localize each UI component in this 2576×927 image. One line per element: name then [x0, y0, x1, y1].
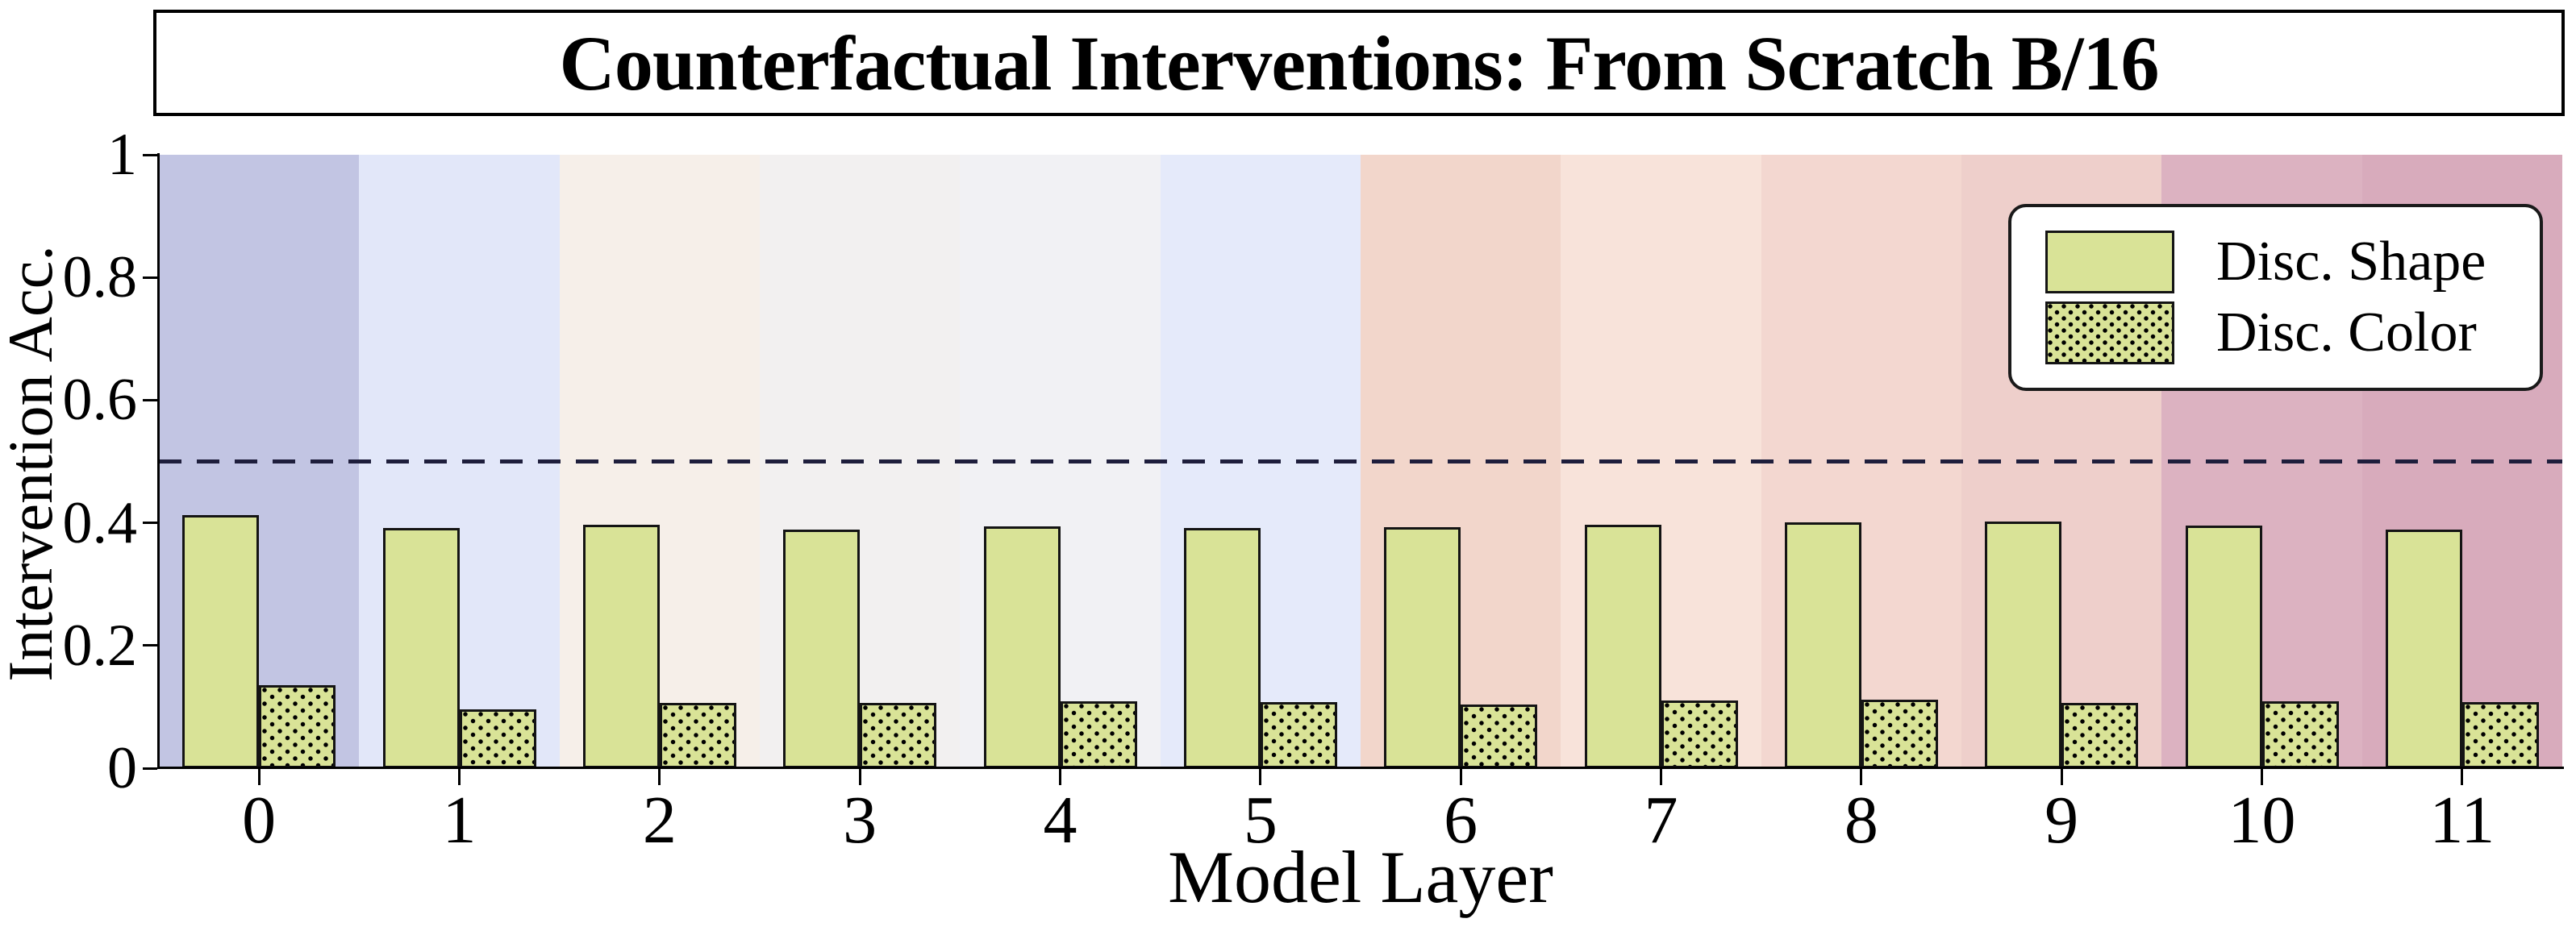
bar-color-layer-11 — [2461, 701, 2539, 768]
x-tick-label-5: 5 — [1243, 783, 1278, 858]
legend-label-shape: Disc. Shape — [2216, 231, 2486, 293]
plot-area — [159, 155, 2562, 768]
y-tick-label-1: 1 — [107, 122, 137, 188]
legend-swatch-dotted — [2045, 301, 2174, 364]
y-tick-label-0: 0 — [107, 735, 137, 801]
bar-color-layer-1 — [459, 709, 536, 768]
x-tick-label-3: 3 — [843, 783, 877, 858]
y-tick-label-0.6: 0.6 — [62, 367, 138, 434]
x-tick-mark-5 — [1259, 769, 1262, 785]
bar-shape-layer-2 — [582, 524, 660, 768]
y-tick-mark-0.4 — [143, 522, 157, 525]
x-tick-label-0: 0 — [242, 783, 277, 858]
x-tick-mark-10 — [2261, 769, 2263, 785]
bar-shape-layer-7 — [1584, 524, 1661, 768]
bar-color-layer-7 — [1661, 700, 1738, 768]
x-tick-label-2: 2 — [642, 783, 677, 858]
bar-color-layer-2 — [659, 702, 736, 768]
x-tick-mark-1 — [458, 769, 461, 785]
legend-entry-color: Disc. Color — [2045, 301, 2506, 365]
y-tick-label-0.2: 0.2 — [62, 612, 138, 679]
x-tick-label-4: 4 — [1043, 783, 1078, 858]
x-tick-mark-3 — [858, 769, 861, 785]
x-tick-label-7: 7 — [1644, 783, 1678, 858]
bar-color-layer-4 — [1060, 701, 1137, 768]
x-tick-label-1: 1 — [442, 783, 477, 858]
legend-label-color: Disc. Color — [2216, 301, 2477, 364]
bar-shape-layer-0 — [182, 514, 260, 768]
y-tick-mark-0.2 — [143, 644, 157, 647]
x-tick-label-8: 8 — [1844, 783, 1878, 858]
x-tick-label-10: 10 — [2228, 783, 2296, 858]
bar-color-layer-3 — [860, 702, 937, 768]
y-tick-label-0.8: 0.8 — [62, 244, 138, 311]
bar-color-layer-10 — [2261, 701, 2339, 768]
x-tick-mark-4 — [1059, 769, 1061, 785]
legend-entry-shape: Disc. Shape — [2045, 230, 2506, 294]
bar-shape-layer-5 — [1183, 528, 1261, 768]
x-tick-mark-7 — [1660, 769, 1662, 785]
bar-shape-layer-8 — [1784, 522, 1861, 768]
bar-color-layer-9 — [2061, 702, 2139, 768]
bar-shape-layer-10 — [2185, 526, 2262, 768]
bar-shape-layer-9 — [1985, 522, 2062, 768]
x-axis-spine — [157, 767, 2564, 769]
y-tick-mark-0.8 — [143, 276, 157, 279]
bar-color-layer-5 — [1260, 701, 1337, 768]
y-tick-mark-0 — [143, 767, 157, 770]
x-tick-label-9: 9 — [2045, 783, 2079, 858]
y-tick-mark-0.6 — [143, 398, 157, 401]
bar-shape-layer-6 — [1384, 526, 1461, 768]
bar-shape-layer-1 — [382, 527, 460, 768]
y-axis-spine — [157, 153, 160, 769]
legend: Disc. Shape Disc. Color — [2008, 204, 2543, 391]
x-tick-mark-2 — [658, 769, 661, 785]
bar-color-layer-6 — [1461, 704, 1538, 768]
chart-title: Counterfactual Interventions: From Scrat… — [559, 19, 2160, 106]
x-tick-mark-11 — [2461, 769, 2464, 785]
y-tick-mark-1 — [143, 153, 157, 156]
legend-swatch-solid — [2045, 231, 2174, 293]
y-axis-title: Intervention Acc. — [0, 245, 65, 682]
chance-reference-line — [159, 459, 2562, 464]
bar-color-layer-8 — [1861, 699, 1938, 768]
x-tick-label-6: 6 — [1444, 783, 1478, 858]
bar-shape-layer-4 — [983, 526, 1061, 768]
bar-shape-layer-3 — [783, 529, 861, 768]
x-tick-mark-9 — [2060, 769, 2063, 785]
x-tick-label-11: 11 — [2429, 783, 2495, 858]
bar-shape-layer-11 — [2385, 529, 2462, 768]
x-tick-mark-8 — [1860, 769, 1863, 785]
x-tick-mark-0 — [257, 769, 261, 785]
x-axis-title: Model Layer — [1168, 836, 1553, 918]
bar-color-layer-0 — [259, 685, 336, 768]
x-tick-mark-6 — [1459, 769, 1462, 785]
y-tick-label-0.4: 0.4 — [62, 489, 138, 556]
chart-title-box: Counterfactual Interventions: From Scrat… — [153, 10, 2565, 116]
